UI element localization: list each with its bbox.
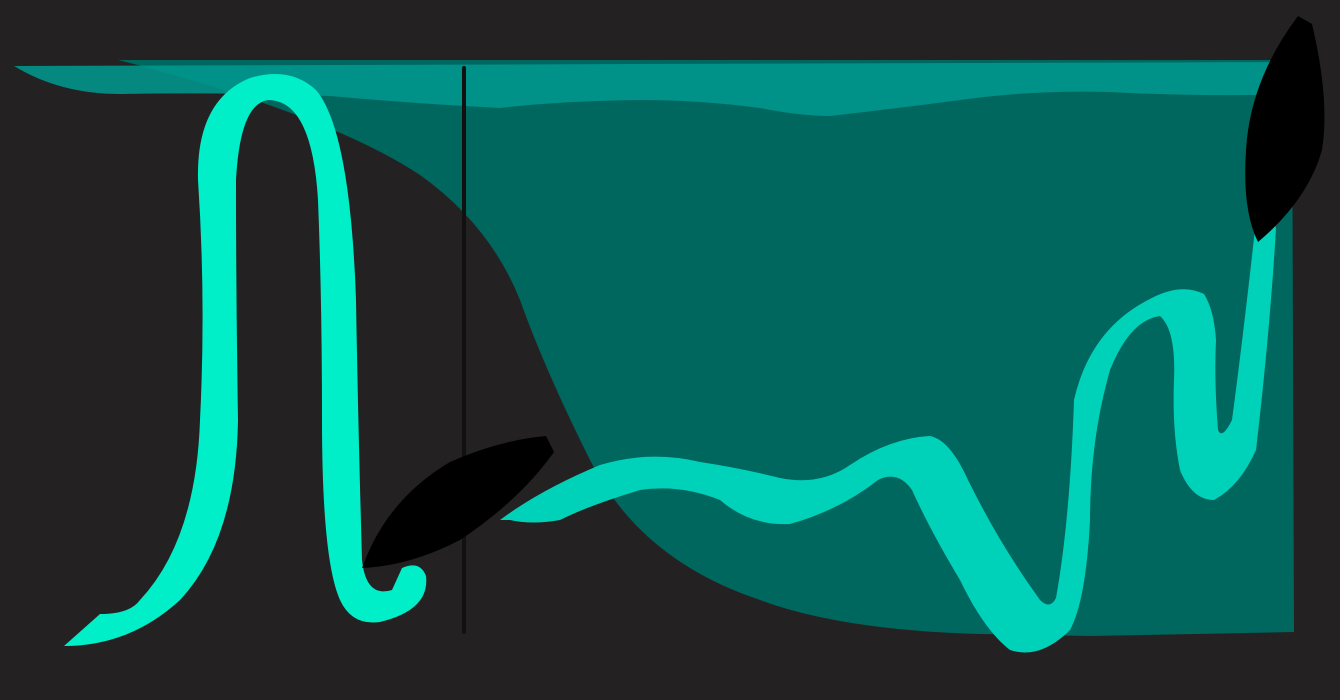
left-ribbon	[64, 74, 427, 646]
left-leaf-icon	[362, 436, 554, 568]
right-leaf-icon	[1245, 16, 1325, 242]
teal-band	[14, 62, 1296, 116]
teal-area	[118, 60, 1294, 636]
right-ribbon	[500, 196, 1276, 653]
